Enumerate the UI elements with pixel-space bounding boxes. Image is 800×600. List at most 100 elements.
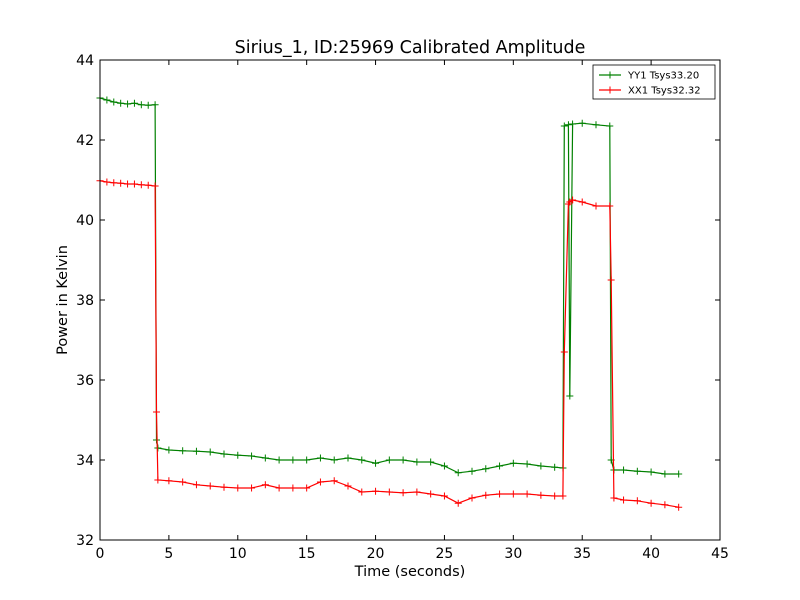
series-2 [96,177,683,511]
data-point [261,454,269,462]
data-point [220,483,228,491]
data-point [468,494,476,502]
data-point [496,490,504,498]
data-point [248,452,256,460]
data-point [117,179,125,187]
data-point [551,492,559,500]
data-point [330,477,338,485]
plot-area [96,94,683,511]
x-tick-label: 15 [298,546,316,562]
data-point [372,459,380,467]
data-point [316,454,324,462]
data-point [496,462,504,470]
data-point [610,494,618,502]
data-point [647,468,655,476]
data-point [537,491,545,499]
data-point [523,490,531,498]
data-point [509,490,517,498]
data-point [564,121,572,129]
data-point [137,101,145,109]
data-point [358,456,366,464]
data-point [592,202,600,210]
x-tick-label: 35 [573,546,591,562]
data-point [154,476,162,484]
data-point [117,99,125,107]
data-point [454,469,462,477]
data-point [344,482,352,490]
data-point [358,488,366,496]
data-point [606,122,614,130]
data-point [385,456,393,464]
data-point [103,96,111,104]
legend-label: YY1 Tsys33.20 [627,71,699,82]
data-point [523,460,531,468]
data-point [427,458,435,466]
data-point [289,456,297,464]
data-point [130,180,138,188]
data-point [427,490,435,498]
y-tick-label: 32 [76,533,94,549]
data-point [560,122,568,130]
data-point [124,100,132,108]
data-point [275,484,283,492]
data-point [592,121,600,129]
y-tick-label: 40 [76,213,94,229]
data-point [560,348,568,356]
data-point [661,501,669,509]
data-point [152,408,160,416]
data-point [303,456,311,464]
chart-title: Sirius_1, ID:25969 Calibrated Amplitude [235,38,586,58]
data-point [130,99,138,107]
data-point [468,467,476,475]
y-axis-title: Power in Kelvin [55,245,71,355]
x-tick-label: 25 [436,546,454,562]
data-point [578,119,586,127]
data-point [440,492,448,500]
data-point [569,196,577,204]
data-point [179,447,187,455]
data-point [144,181,152,189]
x-tick-label: 10 [229,546,247,562]
data-point [551,463,559,471]
data-point [606,202,614,210]
data-point [559,492,567,500]
data-point [344,454,352,462]
data-point [399,456,407,464]
y-tick-label: 38 [76,293,94,309]
data-point [206,482,214,490]
x-tick-label: 40 [642,546,660,562]
axis-ticks: 0 5 10 15 20 25 30 35 40 45 32 34 36 38 40 42 44 [76,53,729,562]
legend-marker [606,71,614,79]
data-point [275,456,283,464]
data-point [566,392,574,400]
data-point [330,456,338,464]
x-tick-label: 0 [96,546,105,562]
data-point [151,101,159,109]
data-point [137,181,145,189]
legend-box [592,64,716,100]
data-point [578,198,586,206]
data-point [633,497,641,505]
y-tick-label: 44 [76,53,94,69]
data-point [399,489,407,497]
data-point [661,470,669,478]
legend-marker [606,86,614,94]
y-tick-label: 36 [76,373,94,389]
x-tick-label: 30 [504,546,522,562]
data-point [192,447,200,455]
data-point [675,470,683,478]
plot-frame [99,59,721,541]
data-point [440,462,448,470]
x-tick-label: 20 [367,546,385,562]
data-point [234,484,242,492]
data-point [248,484,256,492]
data-point [482,465,490,473]
data-point [385,488,393,496]
data-point [179,478,187,486]
data-point [110,98,118,106]
x-tick-label: 45 [711,546,729,562]
data-point [620,496,628,504]
data-point [454,499,462,507]
